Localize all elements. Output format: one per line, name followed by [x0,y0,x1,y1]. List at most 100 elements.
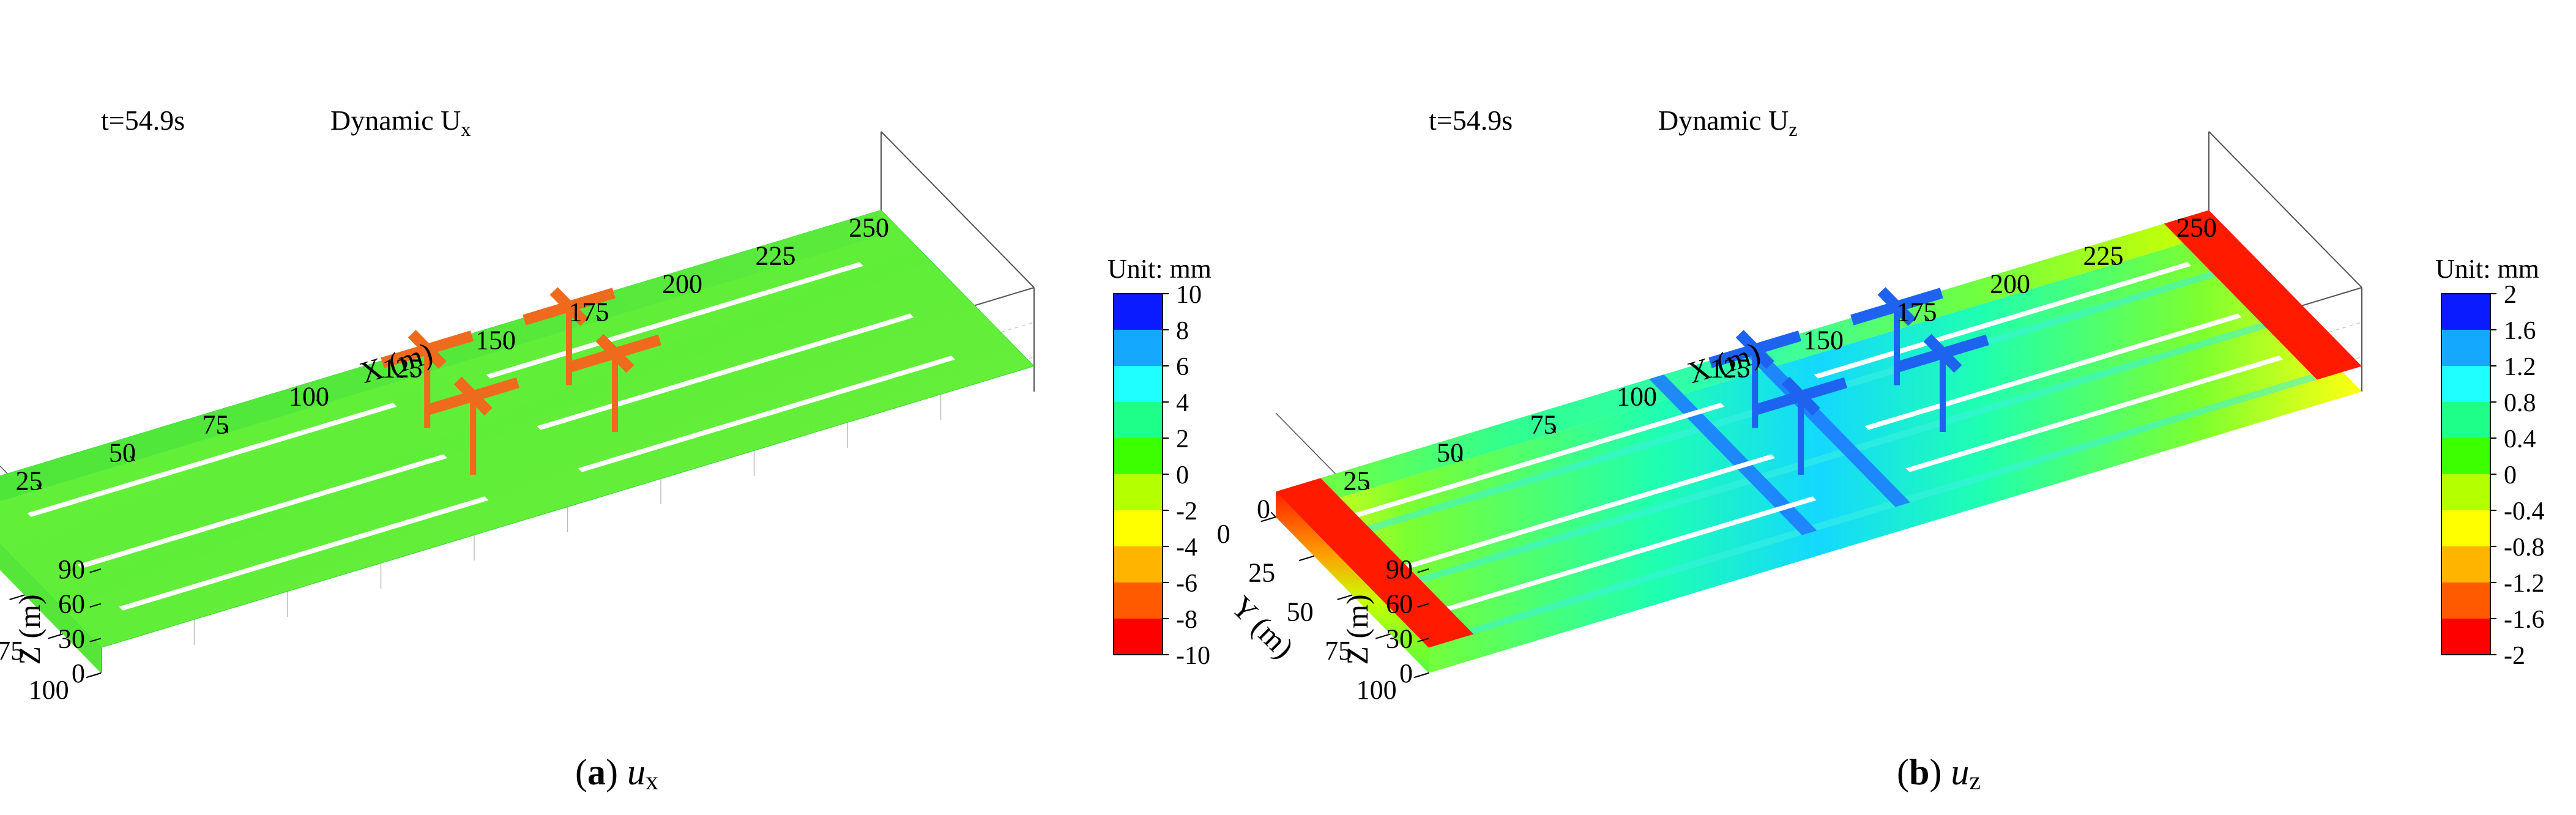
y-tick [1298,555,1314,562]
opening-strip [578,355,955,472]
x-tick-label: 250 [849,213,889,243]
z-tick-label: 0 [1399,658,1413,688]
x-tick-label: 125 [382,354,423,384]
time-label: t=54.9s [101,105,185,136]
colorbar-tick-label: -0.8 [2504,534,2545,562]
colorbar-swatch [1114,546,1163,583]
x-tick-label: 225 [2083,241,2124,271]
box-edge [880,131,1035,288]
colorbar-tick-label: 0.8 [2504,389,2536,417]
colorbar-tick-label: 8 [1176,317,1189,345]
z-tick [89,568,102,573]
x-tick [502,343,508,349]
z-tick-label: 90 [1386,554,1413,584]
structure-side-face [0,545,101,673]
x-tick [1924,314,1930,321]
y-tick-label: 25 [1248,558,1275,588]
x-tick-label: 50 [109,438,136,468]
x-tick-label: 200 [662,269,702,299]
colorbar-tick-label: -1.6 [2504,606,2545,634]
x-tick-label: 175 [1897,297,1937,327]
colorbar-tick-label: -10 [1176,642,1210,670]
colorbar-swatch [2441,366,2490,403]
y-tick-label: 75 [0,636,24,666]
z-tick [1417,672,1429,677]
colorbar-swatch [2441,294,2490,330]
opening-strip [1864,313,2242,430]
opening-strip [486,262,863,379]
z-tick [1417,603,1429,608]
plot-title: Dynamic Ux [330,105,471,140]
colorbar-swatch [2441,474,2490,511]
x-tick-label: 0 [1257,494,1270,524]
colorbar-swatch [2441,619,2490,655]
x-tick [1830,343,1836,349]
x-tick-label: 100 [1617,382,1657,412]
caption-a-var: u [627,752,646,792]
y-tick-label: 50 [1287,597,1314,627]
opening-strip [119,496,489,611]
plot-title: Dynamic Uz [1658,105,1798,140]
x-tick-label: 150 [1803,326,1844,355]
x-tick-label: 200 [1990,269,2030,299]
colorbar-swatch [2441,582,2490,619]
y-tick-label: 0 [1217,519,1230,549]
x-tick [1737,371,1743,377]
z-tick-label: 30 [58,623,85,653]
opening-strip [27,403,397,517]
colorbar-swatch [2441,402,2490,439]
caption-b-sub: z [1969,767,1981,795]
caption-b-var: u [1951,752,1970,792]
x-tick-label: 125 [1710,354,1751,384]
x-tick [36,483,42,489]
colorbar-tick-label: 2 [1176,425,1189,453]
z-tick [89,638,102,642]
x-tick [316,399,322,405]
colorbar-swatch [1114,582,1163,619]
caption-b: (b) uz [1897,752,1981,795]
colorbar-swatch [2441,438,2490,475]
y-tick [47,633,63,639]
x-tick [783,258,789,264]
colorbar-swatch [1114,402,1163,439]
z-tick-label: 0 [72,658,85,688]
end-wall-top [2164,210,2362,380]
x-tick-label: 75 [1530,410,1557,440]
x-tick-label: 25 [1344,466,1371,496]
x-tick [876,230,882,236]
z-axis-label: Z (m) [1340,594,1374,664]
z-tick-label: 30 [1386,623,1413,653]
colorbar-swatch [1114,366,1163,403]
colorbar-swatch [1114,474,1163,511]
colorbar-tick-label: -6 [1176,570,1197,598]
y-tick-label: 100 [1357,675,1397,705]
x-tick-label: 250 [2176,213,2217,243]
x-tick [1364,483,1370,489]
caption-b-letter: b [1908,752,1930,792]
structure-floor [1276,236,2362,673]
colorbar-tick-label: 1.6 [2504,317,2536,345]
plot-title-sub: z [1789,118,1797,140]
colorbar-tick-label: 6 [1176,353,1189,381]
colorbar-tick-label: 10 [1176,281,1202,309]
colorbar-tick-label: 0 [1176,461,1189,489]
y-tick [9,594,25,600]
z-tick [89,603,102,608]
z-tick [89,672,102,677]
colorbar-tick-label: 2 [2504,281,2517,309]
x-tick [223,427,229,433]
x-tick-label: 25 [16,466,43,496]
opening-strip [1405,454,1775,569]
x-tick-label: 100 [289,382,329,412]
x-tick-label: 150 [475,326,516,355]
colorbar-tick-label: -1.2 [2504,570,2545,598]
colorbar-swatch [2441,330,2490,367]
opening-strip [1905,355,2283,472]
caption-a-sub: x [645,767,658,795]
x-tick [409,371,415,377]
time-label: t=54.9s [1429,105,1513,136]
z-tick-label: 60 [1386,589,1413,619]
y-tick-label: 100 [29,675,69,705]
